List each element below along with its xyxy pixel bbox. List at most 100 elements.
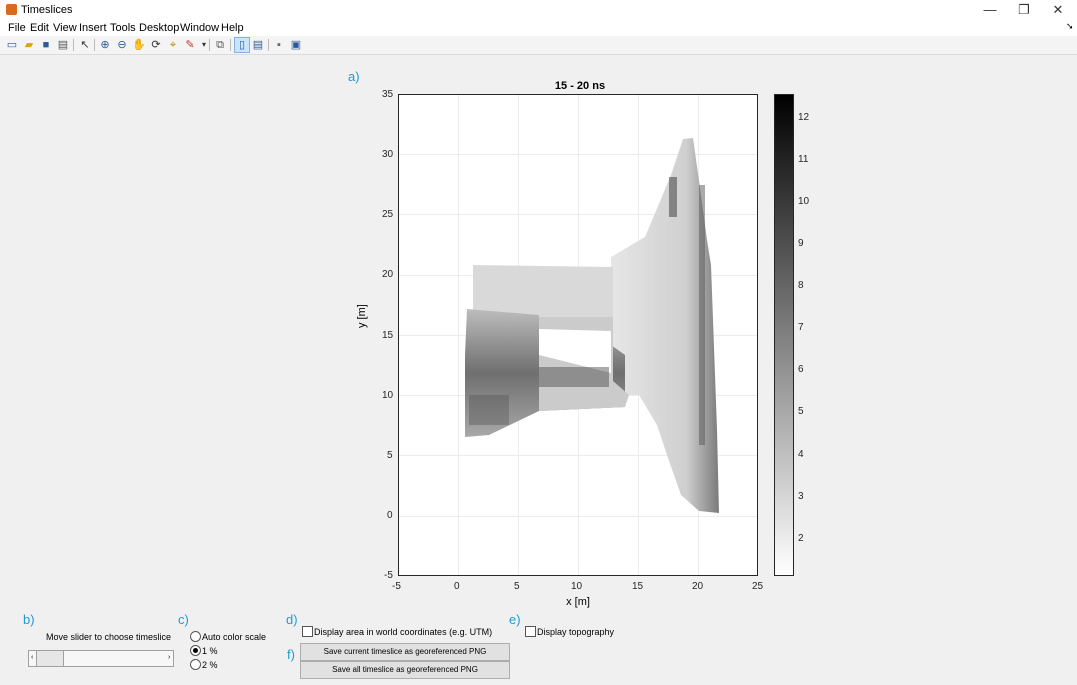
- rotate-icon[interactable]: ⟳: [151, 39, 161, 51]
- colorbar-tick-label: 5: [798, 406, 804, 417]
- toolbar-separator: [94, 39, 95, 51]
- link-plot-icon[interactable]: ⧉: [216, 39, 224, 51]
- colorbar-tick-label: 4: [798, 449, 804, 460]
- data-cursor-icon[interactable]: ⌖: [169, 39, 177, 51]
- high-amplitude-patch: [469, 395, 509, 425]
- pointer-icon[interactable]: ↖: [80, 39, 90, 51]
- y-tick-label: 30: [382, 149, 394, 160]
- brush-dropdown-icon[interactable]: ▾: [201, 40, 206, 49]
- figure-toolbar: ▭ ▰ ■ ▤ ↖ ⊕ ⊖ ✋ ⟳ ⌖ ✎ ▾ ⧉ ▯ ▤ ▪ ▣: [0, 36, 1077, 55]
- colorbar-tick-label: 11: [798, 154, 809, 165]
- panel-label-a: a): [348, 69, 360, 84]
- x-tick-label: 15: [632, 581, 644, 592]
- y-tick-label: -5: [384, 570, 393, 581]
- survey-area-right: [611, 138, 719, 513]
- panel-label-b: b): [23, 612, 35, 627]
- y-gridline: [399, 214, 757, 215]
- colorbar-tick-label: 2: [798, 533, 804, 544]
- colorbar-tick-label: 10: [798, 196, 810, 207]
- colorbar-tick-label: 3: [798, 491, 804, 502]
- high-amplitude-patch: [539, 367, 609, 387]
- colorbar-tick-label: 8: [798, 280, 804, 291]
- y-tick-label: 10: [382, 390, 394, 401]
- x-tick-label: 0: [454, 581, 460, 592]
- colorbar-icon[interactable]: ▯: [234, 37, 250, 53]
- colorbar-tick-label: 6: [798, 364, 804, 375]
- slider-thumb[interactable]: [36, 650, 64, 667]
- toolbar-separator: [268, 39, 269, 51]
- colorbar-tick-label: 9: [798, 238, 804, 249]
- hide-plot-tools-icon[interactable]: ▪: [277, 39, 281, 51]
- menu-file[interactable]: File: [8, 22, 26, 34]
- radio-label-1-percent: 1 %: [202, 646, 218, 656]
- x-tick-label: 20: [692, 581, 704, 592]
- topography-label: Display topography: [537, 627, 615, 637]
- x-tick-label: 10: [571, 581, 583, 592]
- new-figure-icon[interactable]: ▭: [6, 39, 18, 51]
- toolbar-separator: [230, 39, 231, 51]
- y-tick-label: 25: [382, 209, 394, 220]
- y-gridline: [399, 516, 757, 517]
- y-axis-label: y [m]: [356, 304, 368, 328]
- panel-label-c: c): [178, 612, 189, 627]
- x-tick-label: 5: [514, 581, 520, 592]
- radio-1-percent[interactable]: [190, 645, 201, 656]
- menu-view[interactable]: View: [53, 22, 77, 34]
- show-plot-tools-icon[interactable]: ▣: [290, 39, 302, 51]
- high-amplitude-patch: [669, 177, 677, 217]
- toolbar-separator: [209, 39, 210, 51]
- colorbar-tick-label: 12: [798, 112, 810, 123]
- slider-left-arrow-icon[interactable]: ‹: [31, 654, 34, 661]
- panel-label-e: e): [509, 612, 521, 627]
- high-amplitude-patch: [699, 185, 705, 445]
- panel-label-d: d): [286, 612, 298, 627]
- menu-insert[interactable]: Insert: [79, 22, 107, 34]
- restore-button[interactable]: ❐: [1018, 2, 1030, 17]
- title-bar: [0, 0, 1077, 20]
- menu-bar: File Edit View Insert Tools Desktop Wind…: [0, 20, 1077, 36]
- y-gridline: [399, 455, 757, 456]
- survey-area-gap: [539, 329, 611, 373]
- panel-label-f: f): [287, 647, 295, 662]
- y-tick-label: 15: [382, 330, 394, 341]
- menu-tools[interactable]: Tools: [110, 22, 136, 34]
- slider-right-arrow-icon[interactable]: ›: [168, 654, 171, 661]
- zoom-in-icon[interactable]: ⊕: [100, 39, 110, 51]
- brush-icon[interactable]: ✎: [185, 39, 195, 51]
- plot-axes[interactable]: [398, 94, 758, 576]
- y-tick-label: 5: [387, 450, 393, 461]
- menu-edit[interactable]: Edit: [30, 22, 49, 34]
- toolbar-separator: [73, 39, 74, 51]
- open-file-icon[interactable]: ▰: [24, 39, 34, 51]
- radio-auto-color-scale[interactable]: [190, 631, 201, 642]
- plot-title: 15 - 20 ns: [554, 80, 606, 92]
- y-tick-label: 35: [382, 89, 394, 100]
- pan-icon[interactable]: ✋: [132, 39, 146, 51]
- menu-help[interactable]: Help: [221, 22, 244, 34]
- minimize-button[interactable]: —: [983, 2, 997, 17]
- x-tick-label: -5: [392, 581, 401, 592]
- save-icon[interactable]: ■: [42, 39, 50, 51]
- radio-label-auto: Auto color scale: [202, 632, 267, 642]
- menu-overflow-arrow-icon[interactable]: ➘: [1066, 21, 1074, 31]
- topography-checkbox[interactable]: [525, 626, 536, 637]
- radio-label-2-percent: 2 %: [202, 660, 218, 670]
- menu-desktop[interactable]: Desktop: [139, 22, 180, 34]
- save-current-timeslice-button[interactable]: Save current timeslice as georeferenced …: [300, 643, 510, 661]
- radio-2-percent[interactable]: [190, 659, 201, 670]
- zoom-out-icon[interactable]: ⊖: [117, 39, 127, 51]
- x-tick-label: 25: [752, 581, 764, 592]
- colorbar[interactable]: [774, 94, 794, 576]
- print-icon[interactable]: ▤: [57, 39, 69, 51]
- timeslice-slider[interactable]: [28, 650, 174, 667]
- colorbar-tick-label: 7: [798, 322, 804, 333]
- matlab-logo-icon: [6, 4, 17, 15]
- menu-window[interactable]: Window: [180, 22, 220, 34]
- legend-icon[interactable]: ▤: [252, 39, 264, 51]
- y-gridline: [399, 154, 757, 155]
- close-button[interactable]: ✕: [1052, 2, 1064, 17]
- world-coordinates-checkbox[interactable]: [302, 626, 313, 637]
- world-coordinates-label: Display area in world coordinates (e.g. …: [314, 627, 493, 637]
- save-all-timeslices-button[interactable]: Save all timeslice as georeferenced PNG: [300, 661, 510, 679]
- y-tick-label: 0: [387, 510, 393, 521]
